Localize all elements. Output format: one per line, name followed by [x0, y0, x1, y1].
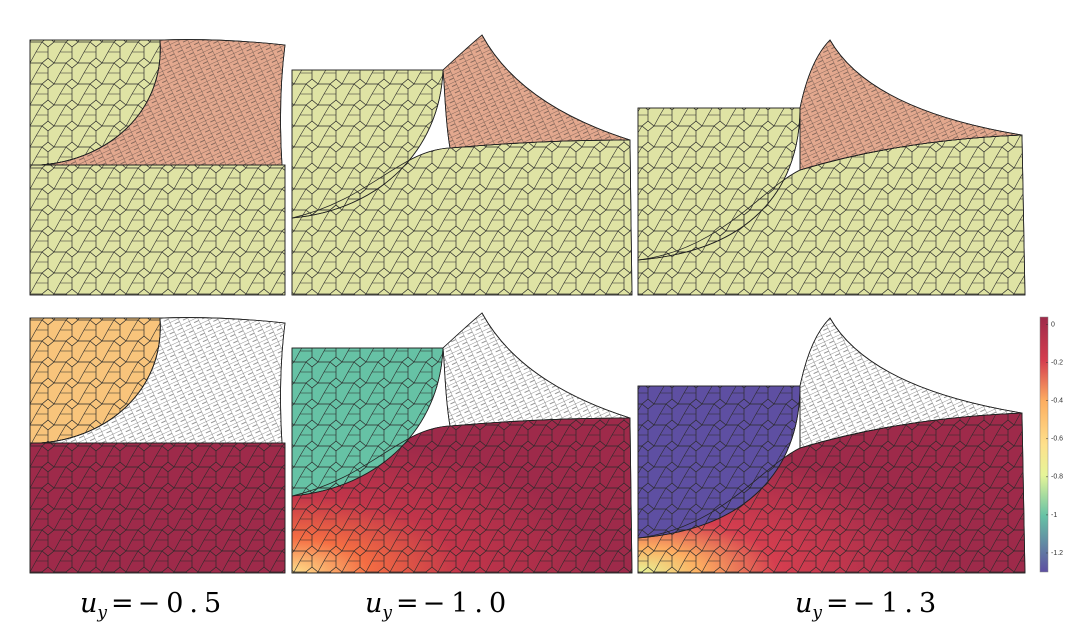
mesh-lines: [442, 34, 631, 149]
caption-symbol: u: [795, 588, 812, 619]
colorbar-tick-label: 0: [1051, 321, 1055, 328]
colorbar-tick-label: -1: [1051, 512, 1057, 519]
caption-value: −1.3: [853, 588, 943, 619]
caption-value: −0.5: [138, 588, 228, 619]
caption: uy = −0.5: [80, 588, 227, 623]
caption-relation: =: [826, 588, 849, 619]
caption-relation: =: [396, 588, 419, 619]
mesh-lines: [29, 164, 286, 296]
captions: uy = −0.5 uy = −1.0 uy = −1.3: [80, 588, 942, 623]
colorbar-ticks: 0 -0.2 -0.4 -0.6 -0.8 -1 -1.2: [1046, 321, 1063, 557]
colorbar-tick-label: -0.4: [1051, 398, 1063, 405]
caption-relation: =: [111, 588, 134, 619]
caption-value: −1.0: [423, 588, 513, 619]
caption-subscript: y: [381, 603, 392, 623]
caption-symbol: u: [80, 588, 97, 619]
caption-symbol: u: [365, 588, 382, 619]
colorbar-tick-label: -0.8: [1051, 474, 1063, 481]
caption-subscript: y: [96, 603, 107, 623]
colorbar-tick-label: -0.2: [1051, 360, 1063, 367]
caption: uy = −1.0: [365, 588, 512, 623]
bottom-row: [29, 312, 1026, 574]
mesh-lines: [442, 312, 631, 427]
colorbar-tick-label: -1.2: [1051, 550, 1063, 557]
caption-subscript: y: [811, 603, 822, 623]
colorbar: [1039, 316, 1049, 573]
top-row: [29, 34, 1026, 296]
colorbar-tick-label: -0.6: [1051, 436, 1063, 443]
caption: uy = −1.3: [795, 588, 942, 623]
mesh-lines: [29, 442, 286, 574]
